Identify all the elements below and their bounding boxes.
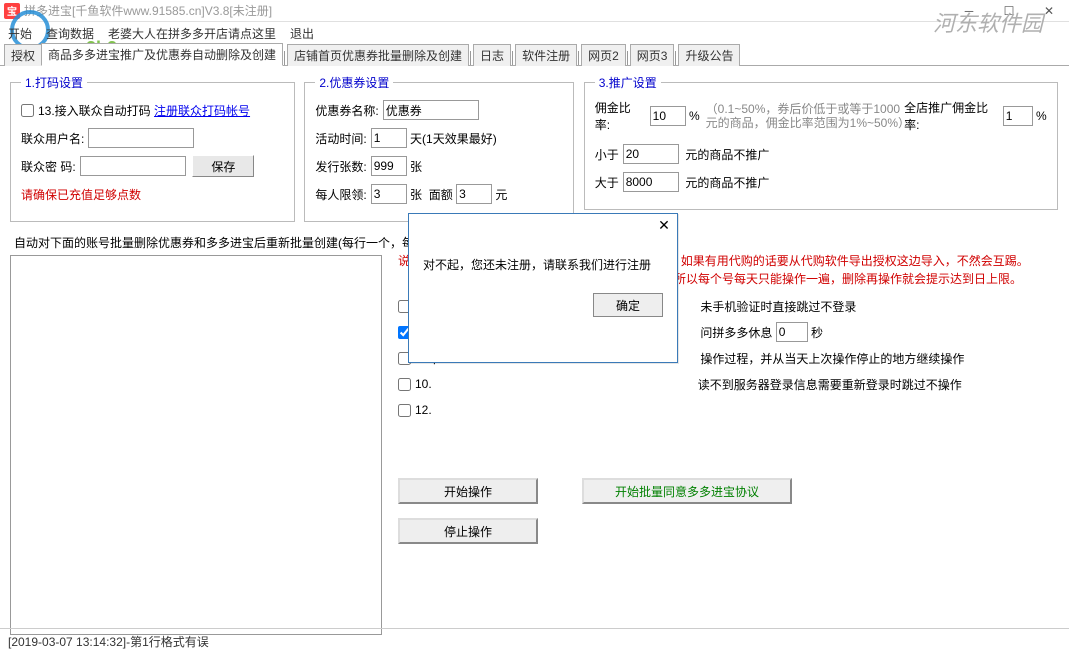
input-lt[interactable] <box>623 144 679 164</box>
label-limit: 每人限领: <box>315 186 366 203</box>
fieldset-promo: 3.推广设置 佣金比率: % （0.1~50%，券后价低于或等于1000元的商品… <box>584 74 1058 210</box>
window-title: 拼多进宝[千鱼软件www.91585.cn]V3.8[未注册] <box>24 2 949 19</box>
menubar: 开始 查询数据 老婆大人在拼多多开店请点这里 退出 <box>0 22 1069 44</box>
label-username: 联众用户名: <box>21 130 84 147</box>
legend-promo: 3.推广设置 <box>595 74 661 91</box>
input-password[interactable] <box>80 156 186 176</box>
chk-auto-dama-label: 13.接入联众自动打码 <box>38 102 151 119</box>
label-shop-rate: 全店推广佣金比率: <box>904 99 1003 133</box>
chk-opt12[interactable] <box>398 404 411 417</box>
opt10-right: 读不到服务器登录信息需要重新登录时跳过不操作 <box>698 376 962 393</box>
tabbar: 授权 商品多多进宝推广及优惠券自动删除及创建 店铺首页优惠券批量删除及创建 日志… <box>0 44 1069 66</box>
opt5-sec: 秒 <box>811 324 823 341</box>
pct: % <box>689 109 700 123</box>
dialog-message: 对不起，您还未注册，请联系我们进行注册 <box>409 236 677 293</box>
menu-item[interactable]: 查询数据 <box>46 25 94 42</box>
save-button[interactable]: 保存 <box>192 155 254 177</box>
maximize-button[interactable]: ☐ <box>989 0 1029 22</box>
input-coupon-name[interactable] <box>383 100 479 120</box>
legend-dama: 1.打码设置 <box>21 74 87 91</box>
menu-item[interactable]: 老婆大人在拼多多开店请点这里 <box>108 25 276 42</box>
label-coupon-name: 优惠券名称: <box>315 102 378 119</box>
unit-count: 张 <box>410 158 422 175</box>
label-gt: 大于 <box>595 174 619 191</box>
fieldset-coupon: 2.优惠券设置 优惠券名称: 活动时间: 天(1天效果最好) 发行张数: 张 每… <box>304 74 574 222</box>
tab-web3[interactable]: 网页3 <box>630 44 675 66</box>
tab-update[interactable]: 升级公告 <box>678 44 740 66</box>
titlebar: 宝 拼多进宝[千鱼软件www.91585.cn]V3.8[未注册] ─ ☐ ✕ <box>0 0 1069 22</box>
agreement-area: 开始批量同意多多进宝协议 <box>582 478 792 504</box>
gt-hint: 元的商品不推广 <box>685 174 769 191</box>
fieldset-dama: 1.打码设置 13.接入联众自动打码 注册联众打码帐号 联众用户名: 联众密 码… <box>10 74 295 222</box>
opt12-label: 12. <box>415 403 432 417</box>
statusbar: [2019-03-07 13:14:32]-第1行格式有误 <box>0 628 1069 652</box>
alert-dialog: ✕ 对不起，您还未注册，请联系我们进行注册 确定 <box>408 213 678 363</box>
tab-auth[interactable]: 授权 <box>4 44 42 66</box>
tab-web2[interactable]: 网页2 <box>581 44 626 66</box>
close-button[interactable]: ✕ <box>1029 0 1069 22</box>
label-face: 面额 <box>429 186 453 203</box>
tab-shop-coupon[interactable]: 店铺首页优惠券批量删除及创建 <box>287 44 469 66</box>
label-lt: 小于 <box>595 146 619 163</box>
label-rate: 佣金比率: <box>595 99 646 133</box>
unit-limit: 张 <box>410 186 422 203</box>
input-sleep[interactable] <box>776 322 808 342</box>
input-limit[interactable] <box>371 184 407 204</box>
action-buttons: 开始操作 停止操作 <box>398 478 538 544</box>
tab-log[interactable]: 日志 <box>473 44 511 66</box>
input-gt[interactable] <box>623 172 679 192</box>
dialog-ok-button[interactable]: 确定 <box>593 293 663 317</box>
dialog-close-icon[interactable]: ✕ <box>655 216 673 234</box>
input-shop-rate[interactable] <box>1003 106 1033 126</box>
chk-auto-dama[interactable] <box>21 104 34 117</box>
input-activity-time[interactable] <box>371 128 407 148</box>
link-register-dama[interactable]: 注册联众打码帐号 <box>154 102 250 119</box>
rate-hint: （0.1~50%，券后价低于或等于1000元的商品，佣金比率范围为1%~50%） <box>706 102 904 131</box>
input-issue-count[interactable] <box>371 156 407 176</box>
chk-opt10[interactable] <box>398 378 411 391</box>
opt5-right: 问拼多多休息 <box>700 324 772 341</box>
input-rate[interactable] <box>650 106 686 126</box>
start-button[interactable]: 开始操作 <box>398 478 538 504</box>
minimize-button[interactable]: ─ <box>949 0 989 22</box>
lt-hint: 元的商品不推广 <box>685 146 769 163</box>
label-password: 联众密 码: <box>21 158 76 175</box>
accounts-listbox[interactable] <box>10 255 382 635</box>
input-face[interactable] <box>456 184 492 204</box>
unit-face: 元 <box>495 186 507 203</box>
legend-coupon: 2.优惠券设置 <box>315 74 393 91</box>
tab-coupon-auto[interactable]: 商品多多进宝推广及优惠券自动删除及创建 <box>41 43 283 66</box>
opt10-label: 10. <box>415 377 432 391</box>
dama-hint: 请确保已充值足够点数 <box>21 183 284 205</box>
label-issue-count: 发行张数: <box>315 158 366 175</box>
menu-item[interactable]: 开始 <box>8 25 32 42</box>
pct2: % <box>1036 109 1047 123</box>
stop-button[interactable]: 停止操作 <box>398 518 538 544</box>
time-hint: 天(1天效果最好) <box>410 130 497 147</box>
opt6-right: 操作过程，并从当天上次操作停止的地方继续操作 <box>700 350 964 367</box>
opt4-right: 未手机验证时直接跳过不登录 <box>700 298 856 315</box>
input-username[interactable] <box>88 128 194 148</box>
tab-register[interactable]: 软件注册 <box>515 44 577 66</box>
app-icon: 宝 <box>4 3 20 19</box>
agree-button[interactable]: 开始批量同意多多进宝协议 <box>582 478 792 504</box>
menu-item[interactable]: 退出 <box>290 25 314 42</box>
label-activity-time: 活动时间: <box>315 130 366 147</box>
